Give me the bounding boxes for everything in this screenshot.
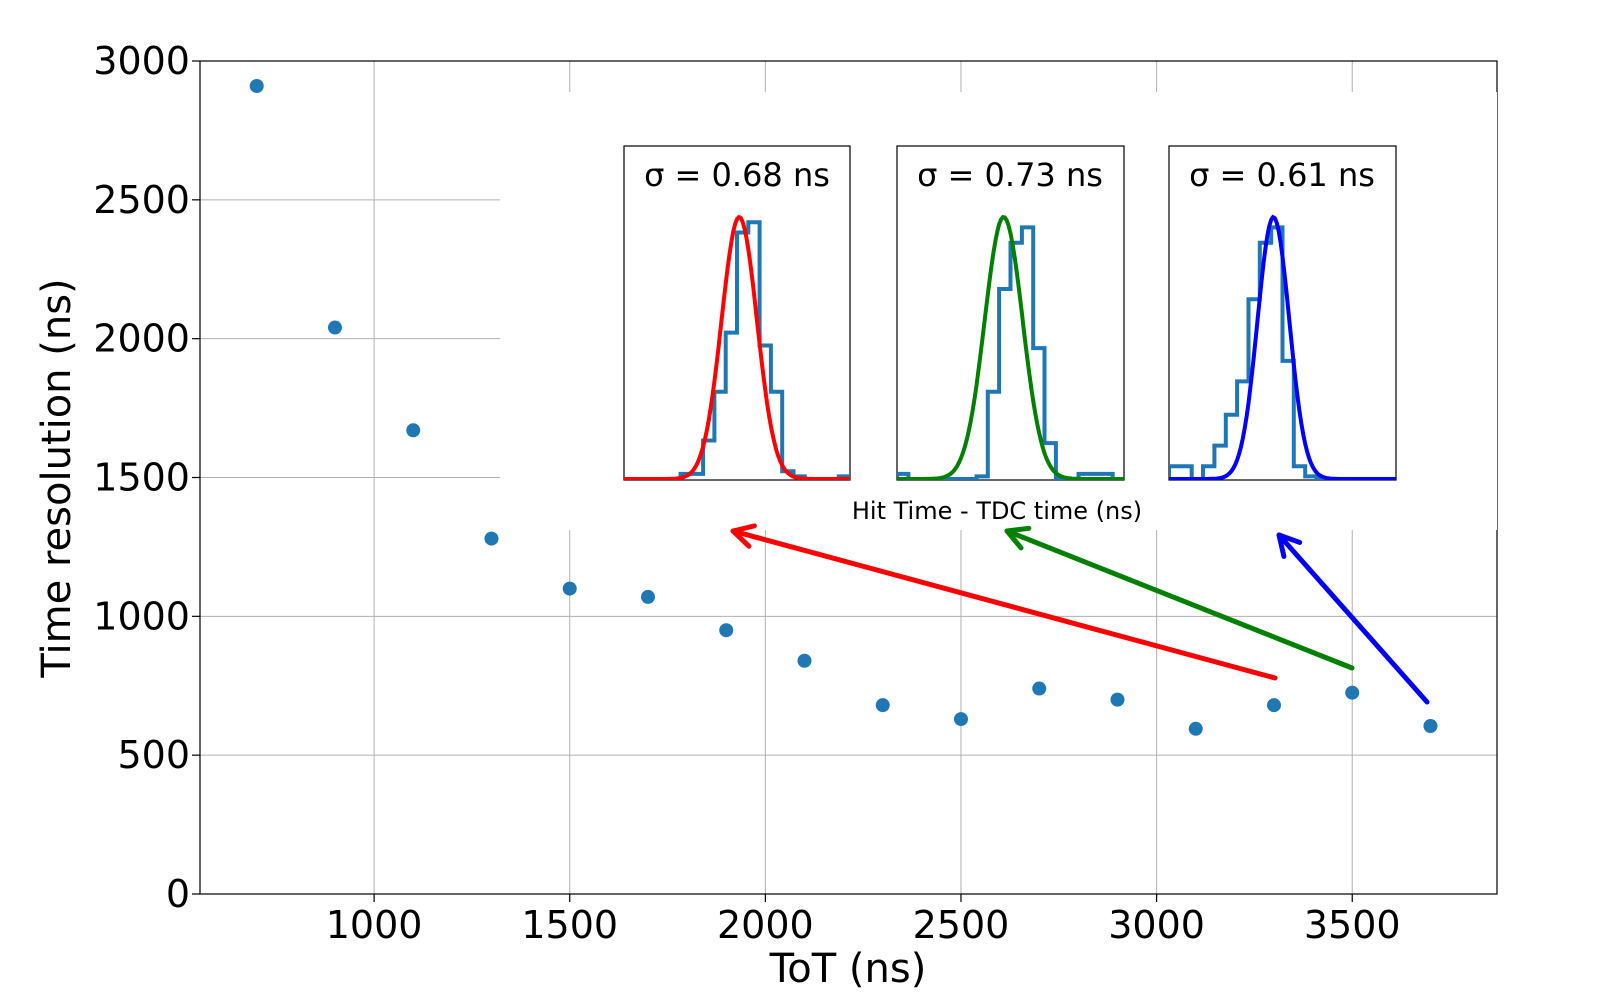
- data-point: [327, 320, 342, 335]
- data-point: [1345, 685, 1360, 700]
- data-point: [406, 423, 421, 438]
- inset-title-2: σ = 0.73 ns: [917, 156, 1103, 194]
- inset-panel-2: σ = 0.73 ns: [896, 145, 1125, 481]
- y-tick-label: 2500: [93, 178, 190, 222]
- y-tick-label: 1000: [93, 594, 190, 638]
- y-tick-label: 1500: [93, 456, 190, 500]
- x-axis-label: ToT (ns): [769, 946, 927, 992]
- data-point: [1032, 681, 1047, 696]
- inset-gaussian-fit-2: [897, 215, 1124, 480]
- y-tick-label: 500: [117, 733, 190, 777]
- x-tick-label: 2500: [913, 903, 1010, 947]
- axis-ticks: [192, 60, 1353, 902]
- data-point: [875, 698, 890, 713]
- connector-arrows: [730, 523, 1430, 705]
- inset-frame-2: [896, 145, 1125, 481]
- data-point: [1110, 692, 1125, 707]
- data-point: [249, 78, 264, 93]
- x-tick-label: 2000: [717, 903, 814, 947]
- data-point: [797, 653, 812, 668]
- x-tick-label: 1000: [326, 903, 423, 947]
- x-tick-label: 3000: [1108, 903, 1205, 947]
- scatter-points: [249, 78, 1438, 736]
- x-tick-label: 1500: [521, 903, 618, 947]
- arrow-1: [730, 523, 1278, 681]
- arrow-3: [1276, 532, 1430, 705]
- inset-gaussian-fit-1: [624, 214, 850, 480]
- inset-panel-1: σ = 0.68 ns: [623, 145, 851, 481]
- inset-title-3: σ = 0.61 ns: [1189, 156, 1375, 194]
- data-point: [1423, 719, 1438, 734]
- inset-frame-3: [1168, 145, 1397, 481]
- inset-x-axis-label: Hit Time - TDC time (ns): [852, 497, 1142, 525]
- data-point: [484, 531, 499, 546]
- inset-panel-3: σ = 0.61 ns: [1168, 145, 1397, 481]
- inset-gaussian-fit-3: [1169, 214, 1396, 480]
- y-tick-labels: 0 500 1000 1500 2000 2500 3000: [93, 39, 190, 916]
- data-point: [1266, 698, 1281, 713]
- x-tick-label: 3500: [1304, 903, 1401, 947]
- data-point: [562, 581, 577, 596]
- y-axis-label: Time resolution (ns): [34, 278, 80, 678]
- data-point: [719, 623, 734, 638]
- data-point: [953, 712, 968, 727]
- y-tick-label: 2000: [93, 317, 190, 361]
- data-point: [1188, 721, 1203, 736]
- data-point: [640, 589, 655, 604]
- inset-title-1: σ = 0.68 ns: [644, 156, 830, 194]
- y-tick-label: 0: [166, 872, 190, 916]
- arrow-2: [1004, 525, 1355, 671]
- x-tick-labels: 1000 1500 2000 2500 3000 3500: [326, 903, 1401, 947]
- y-tick-label: 3000: [93, 39, 190, 83]
- inset-frame-1: [623, 145, 851, 481]
